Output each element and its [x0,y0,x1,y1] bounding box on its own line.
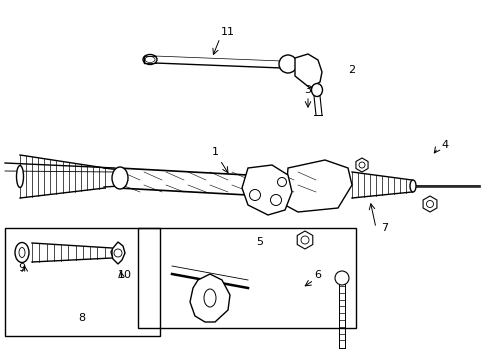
Circle shape [334,271,348,285]
Bar [138,228,355,328]
Ellipse shape [15,243,29,262]
Ellipse shape [142,54,157,64]
Polygon shape [422,196,436,212]
Polygon shape [355,158,367,172]
Text: 8: 8 [78,313,85,323]
Ellipse shape [17,166,23,188]
Text: 9: 9 [19,263,25,273]
Polygon shape [190,274,229,322]
Circle shape [426,201,433,207]
Circle shape [277,177,286,186]
Polygon shape [285,160,351,212]
Ellipse shape [203,289,216,307]
Polygon shape [297,231,312,249]
Ellipse shape [19,248,25,257]
Text: 5: 5 [256,237,263,247]
Polygon shape [242,165,291,215]
Bar [5,228,160,336]
Circle shape [358,162,364,168]
Text: 10: 10 [118,270,132,280]
Ellipse shape [145,57,155,63]
Ellipse shape [112,167,128,189]
Ellipse shape [409,180,415,192]
Text: 1: 1 [211,147,218,157]
Text: 11: 11 [221,27,235,37]
Circle shape [301,236,308,244]
Ellipse shape [311,84,322,96]
Text: 3: 3 [304,85,311,95]
Text: 4: 4 [441,140,447,150]
Circle shape [279,55,296,73]
Circle shape [114,249,122,257]
Polygon shape [111,242,125,264]
Circle shape [270,194,281,206]
Polygon shape [294,54,321,88]
Text: 2: 2 [348,65,355,75]
Circle shape [249,189,260,201]
Text: 6: 6 [314,270,321,280]
Text: 7: 7 [381,223,388,233]
